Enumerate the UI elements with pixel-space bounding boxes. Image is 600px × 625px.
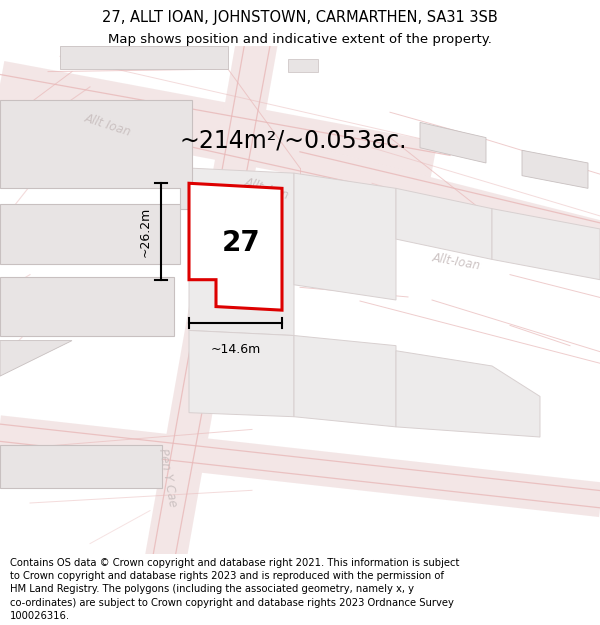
Polygon shape bbox=[396, 351, 540, 437]
Text: Contains OS data © Crown copyright and database right 2021. This information is : Contains OS data © Crown copyright and d… bbox=[10, 558, 459, 568]
Text: Allt-Ioan: Allt-Ioan bbox=[431, 251, 481, 272]
Text: 27: 27 bbox=[221, 229, 260, 257]
Polygon shape bbox=[294, 336, 396, 427]
Polygon shape bbox=[420, 122, 486, 163]
Text: ~14.6m: ~14.6m bbox=[211, 343, 260, 356]
Text: Allt–Lan: Allt–Lan bbox=[243, 175, 291, 202]
Polygon shape bbox=[0, 444, 162, 488]
Text: 27, ALLT IOAN, JOHNSTOWN, CARMARTHEN, SA31 3SB: 27, ALLT IOAN, JOHNSTOWN, CARMARTHEN, SA… bbox=[102, 10, 498, 25]
Text: Pen Y Cae: Pen Y Cae bbox=[220, 221, 242, 282]
Polygon shape bbox=[522, 150, 588, 188]
Text: Map shows position and indicative extent of the property.: Map shows position and indicative extent… bbox=[108, 33, 492, 46]
Polygon shape bbox=[189, 331, 294, 417]
Polygon shape bbox=[492, 209, 600, 280]
Text: 100026316.: 100026316. bbox=[10, 611, 70, 621]
Polygon shape bbox=[0, 341, 72, 376]
Text: ~214m²/~0.053ac.: ~214m²/~0.053ac. bbox=[180, 128, 407, 152]
Polygon shape bbox=[0, 99, 192, 209]
Text: co-ordinates) are subject to Crown copyright and database rights 2023 Ordnance S: co-ordinates) are subject to Crown copyr… bbox=[10, 598, 454, 608]
Polygon shape bbox=[294, 173, 396, 300]
Text: Pen Y Cae: Pen Y Cae bbox=[157, 448, 179, 508]
Polygon shape bbox=[189, 183, 282, 310]
Text: HM Land Registry. The polygons (including the associated geometry, namely x, y: HM Land Registry. The polygons (includin… bbox=[10, 584, 413, 594]
Text: ~26.2m: ~26.2m bbox=[139, 206, 152, 257]
Polygon shape bbox=[189, 168, 294, 336]
Text: Allt Ioan: Allt Ioan bbox=[83, 111, 133, 139]
Text: to Crown copyright and database rights 2023 and is reproduced with the permissio: to Crown copyright and database rights 2… bbox=[10, 571, 443, 581]
Polygon shape bbox=[288, 59, 318, 72]
Polygon shape bbox=[0, 277, 174, 336]
Polygon shape bbox=[60, 46, 228, 69]
Polygon shape bbox=[0, 204, 180, 264]
Polygon shape bbox=[396, 188, 492, 259]
